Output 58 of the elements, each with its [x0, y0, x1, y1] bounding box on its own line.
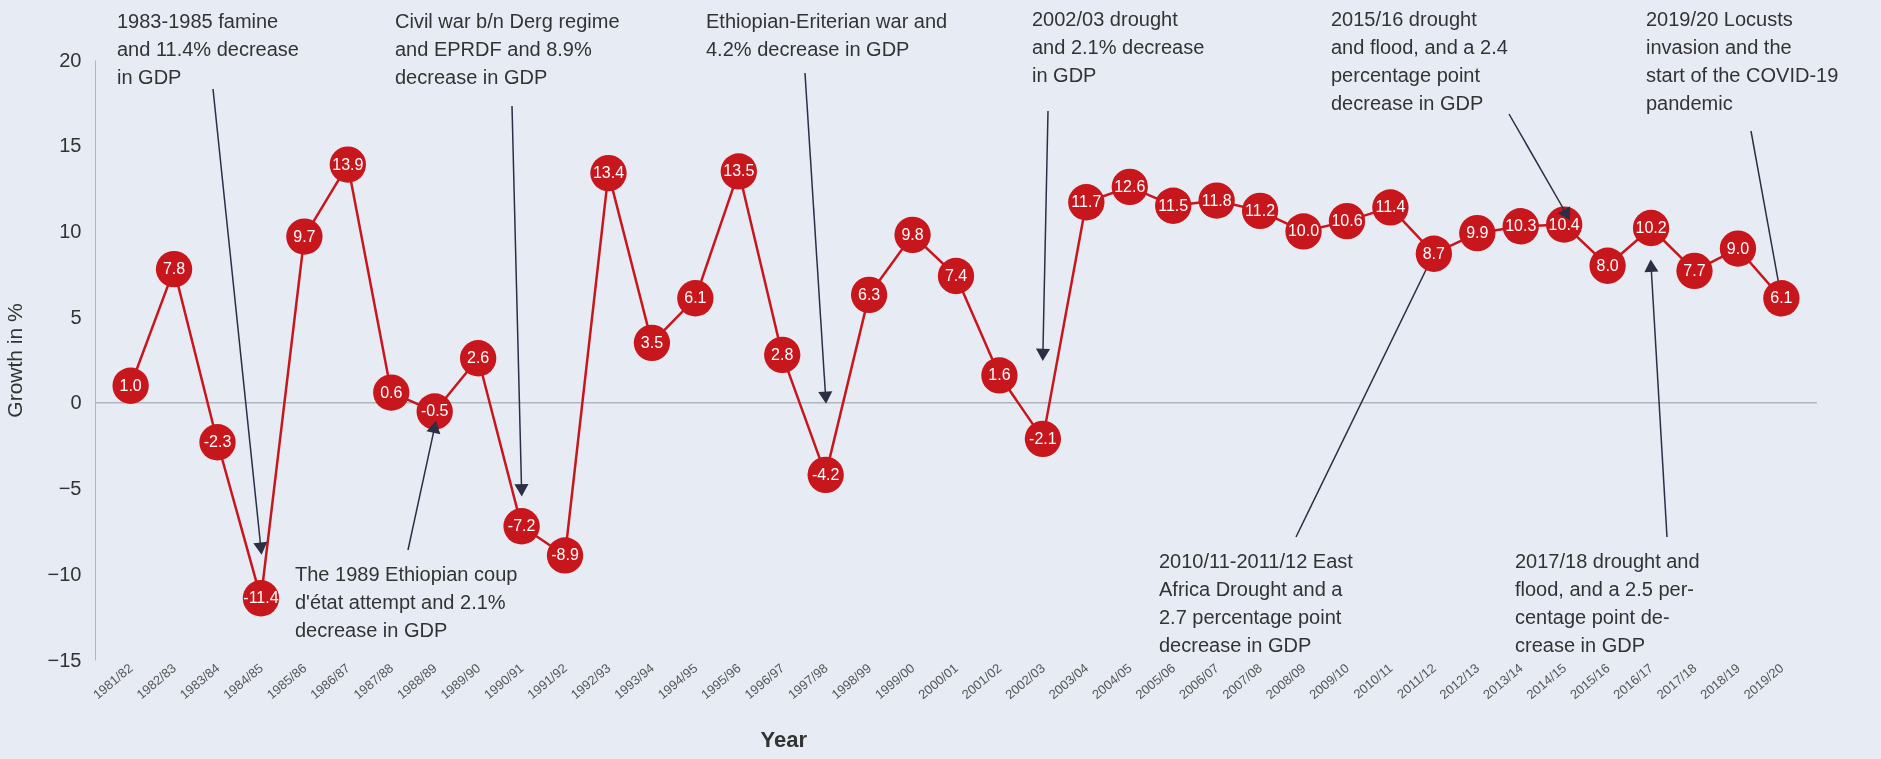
annotation: 2010/11-2011/12 East Africa Drought and a 2.7 percentage point decrease in GDP [1159, 550, 1354, 656]
annotation: 2019/20 Locusts invasion and the start of the COVID-19 pandemic [1646, 8, 1839, 114]
data-label: 9.0 [1726, 239, 1750, 257]
annotation: 2002/03 drought and 2.1% decrease in GDP [1032, 8, 1205, 86]
data-label: -2.1 [1029, 429, 1057, 447]
data-label: 11.7 [1071, 193, 1102, 211]
data-label: 13.9 [332, 155, 364, 173]
data-label: 11.2 [1245, 201, 1276, 219]
data-label: 3.5 [640, 333, 664, 351]
data-label: -8.9 [551, 546, 579, 564]
data-label: 12.6 [1114, 177, 1146, 195]
y-tick-label: 15 [59, 134, 82, 157]
data-label: 10.6 [1331, 212, 1363, 230]
y-tick-label: 0 [70, 391, 82, 414]
data-label: 6.1 [684, 289, 707, 307]
data-label: 13.4 [592, 164, 625, 182]
data-label: 2.8 [771, 345, 794, 363]
data-label: 10.2 [1635, 219, 1667, 236]
data-label: 13.5 [723, 162, 755, 180]
data-label: 6.3 [857, 285, 881, 303]
annotation: 1983-1985 famine and 11.4% decrease in GDP [117, 10, 299, 88]
data-label: -11.4 [243, 589, 279, 607]
data-label: 0.6 [380, 383, 403, 401]
data-label: 11.4 [1375, 198, 1406, 216]
data-label: 1.0 [119, 376, 142, 394]
data-label: 10.4 [1548, 215, 1580, 233]
y-tick-label: −10 [47, 562, 82, 585]
data-label: 7.7 [1683, 261, 1706, 279]
x-axis-title: Year [760, 727, 808, 752]
data-label: 6.1 [1770, 289, 1793, 307]
data-label: 10.3 [1505, 217, 1537, 235]
data-label: -2.3 [203, 433, 232, 451]
data-label: 10.0 [1287, 222, 1320, 240]
data-label: 8.7 [1422, 244, 1446, 262]
data-label: -4.2 [811, 465, 840, 483]
y-axis-title: Growth in % [2, 303, 26, 418]
data-label: 9.8 [901, 225, 924, 243]
y-tick-label: −5 [58, 477, 82, 500]
data-label: 7.8 [162, 260, 186, 278]
annotation: Ethiopian-Eriterian war and 4.2% decrease in GDP [706, 10, 948, 60]
data-label: 1.6 [988, 366, 1011, 384]
y-tick-label: −15 [47, 648, 82, 671]
data-label: 7.4 [944, 267, 968, 284]
data-label: 9.7 [293, 227, 316, 245]
y-tick-label: 10 [59, 219, 82, 242]
y-tick-label: 20 [59, 48, 82, 71]
annotation: The 1989 Ethiopian coup d'état attempt and 2.1% decrease in GDP [295, 563, 518, 641]
data-label: -7.2 [507, 517, 536, 535]
data-label: 11.8 [1201, 191, 1232, 209]
data-label: 9.9 [1466, 224, 1489, 242]
annotation: 2017/18 drought and flood, and a 2.5 per- centage point de- crease in GDP [1515, 550, 1700, 656]
y-tick-label: 5 [70, 305, 82, 328]
data-label: -0.5 [420, 402, 449, 420]
data-label: 8.0 [1596, 256, 1619, 274]
data-label: 2.6 [467, 349, 490, 367]
annotation: Civil war b/n Derg regime and EPRDF and 8.9% decrease in GDP [395, 10, 620, 88]
data-label: 11.5 [1158, 196, 1189, 214]
annotation: 2015/16 drought and flood, and a 2.4 percentage point decrease in GDP [1331, 8, 1508, 114]
